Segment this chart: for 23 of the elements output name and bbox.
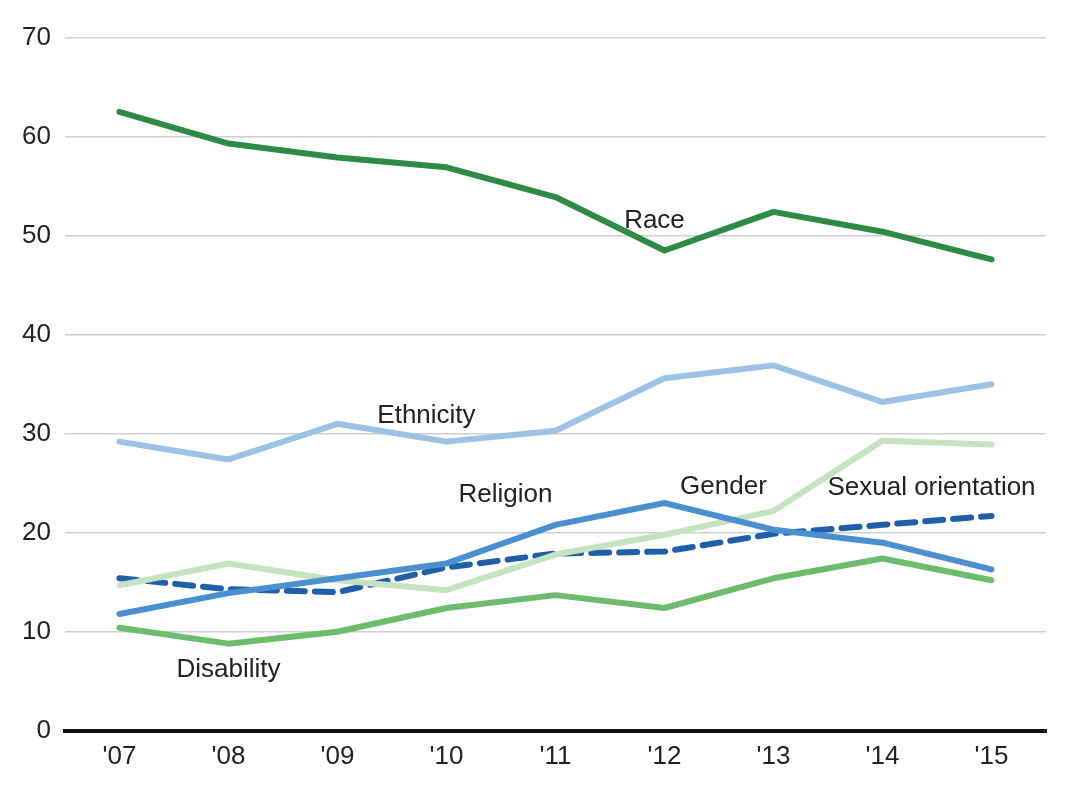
y-tick-label: 60 [22, 119, 51, 150]
y-tick-label: 30 [22, 416, 51, 447]
y-tick-label: 70 [22, 20, 51, 51]
series-label: Ethnicity [377, 398, 476, 429]
x-tick-label: '07 [102, 739, 137, 770]
x-tick-label: '12 [647, 739, 682, 770]
y-tick-label: 50 [22, 218, 51, 249]
series-label: Disability [176, 652, 281, 683]
x-tick-label: '10 [429, 739, 464, 770]
y-tick-label: 0 [36, 713, 51, 744]
x-tick-label: '15 [974, 739, 1009, 770]
x-tick-label: '11 [539, 739, 572, 770]
series-label: Religion [458, 477, 553, 508]
y-tick-label: 20 [22, 515, 51, 546]
y-tick-label: 10 [22, 614, 51, 645]
series-label: Sexual orientation [827, 471, 1036, 502]
x-tick-label: '14 [865, 739, 900, 770]
y-tick-label: 40 [22, 317, 51, 348]
x-tick-label: '08 [211, 739, 246, 770]
x-tick-label: '09 [320, 739, 355, 770]
series-label: Race [624, 203, 685, 234]
x-tick-label: '13 [756, 739, 791, 770]
series-label: Gender [680, 470, 768, 501]
